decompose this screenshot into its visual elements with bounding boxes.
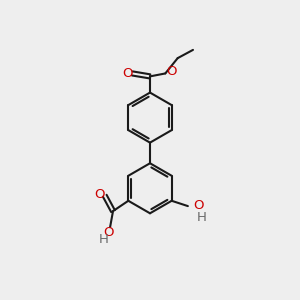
- Text: O: O: [122, 67, 132, 80]
- Text: O: O: [103, 226, 114, 239]
- Text: O: O: [94, 188, 105, 201]
- Text: H: H: [197, 211, 207, 224]
- Text: O: O: [166, 64, 177, 78]
- Text: H: H: [98, 233, 108, 246]
- Text: O: O: [193, 199, 203, 212]
